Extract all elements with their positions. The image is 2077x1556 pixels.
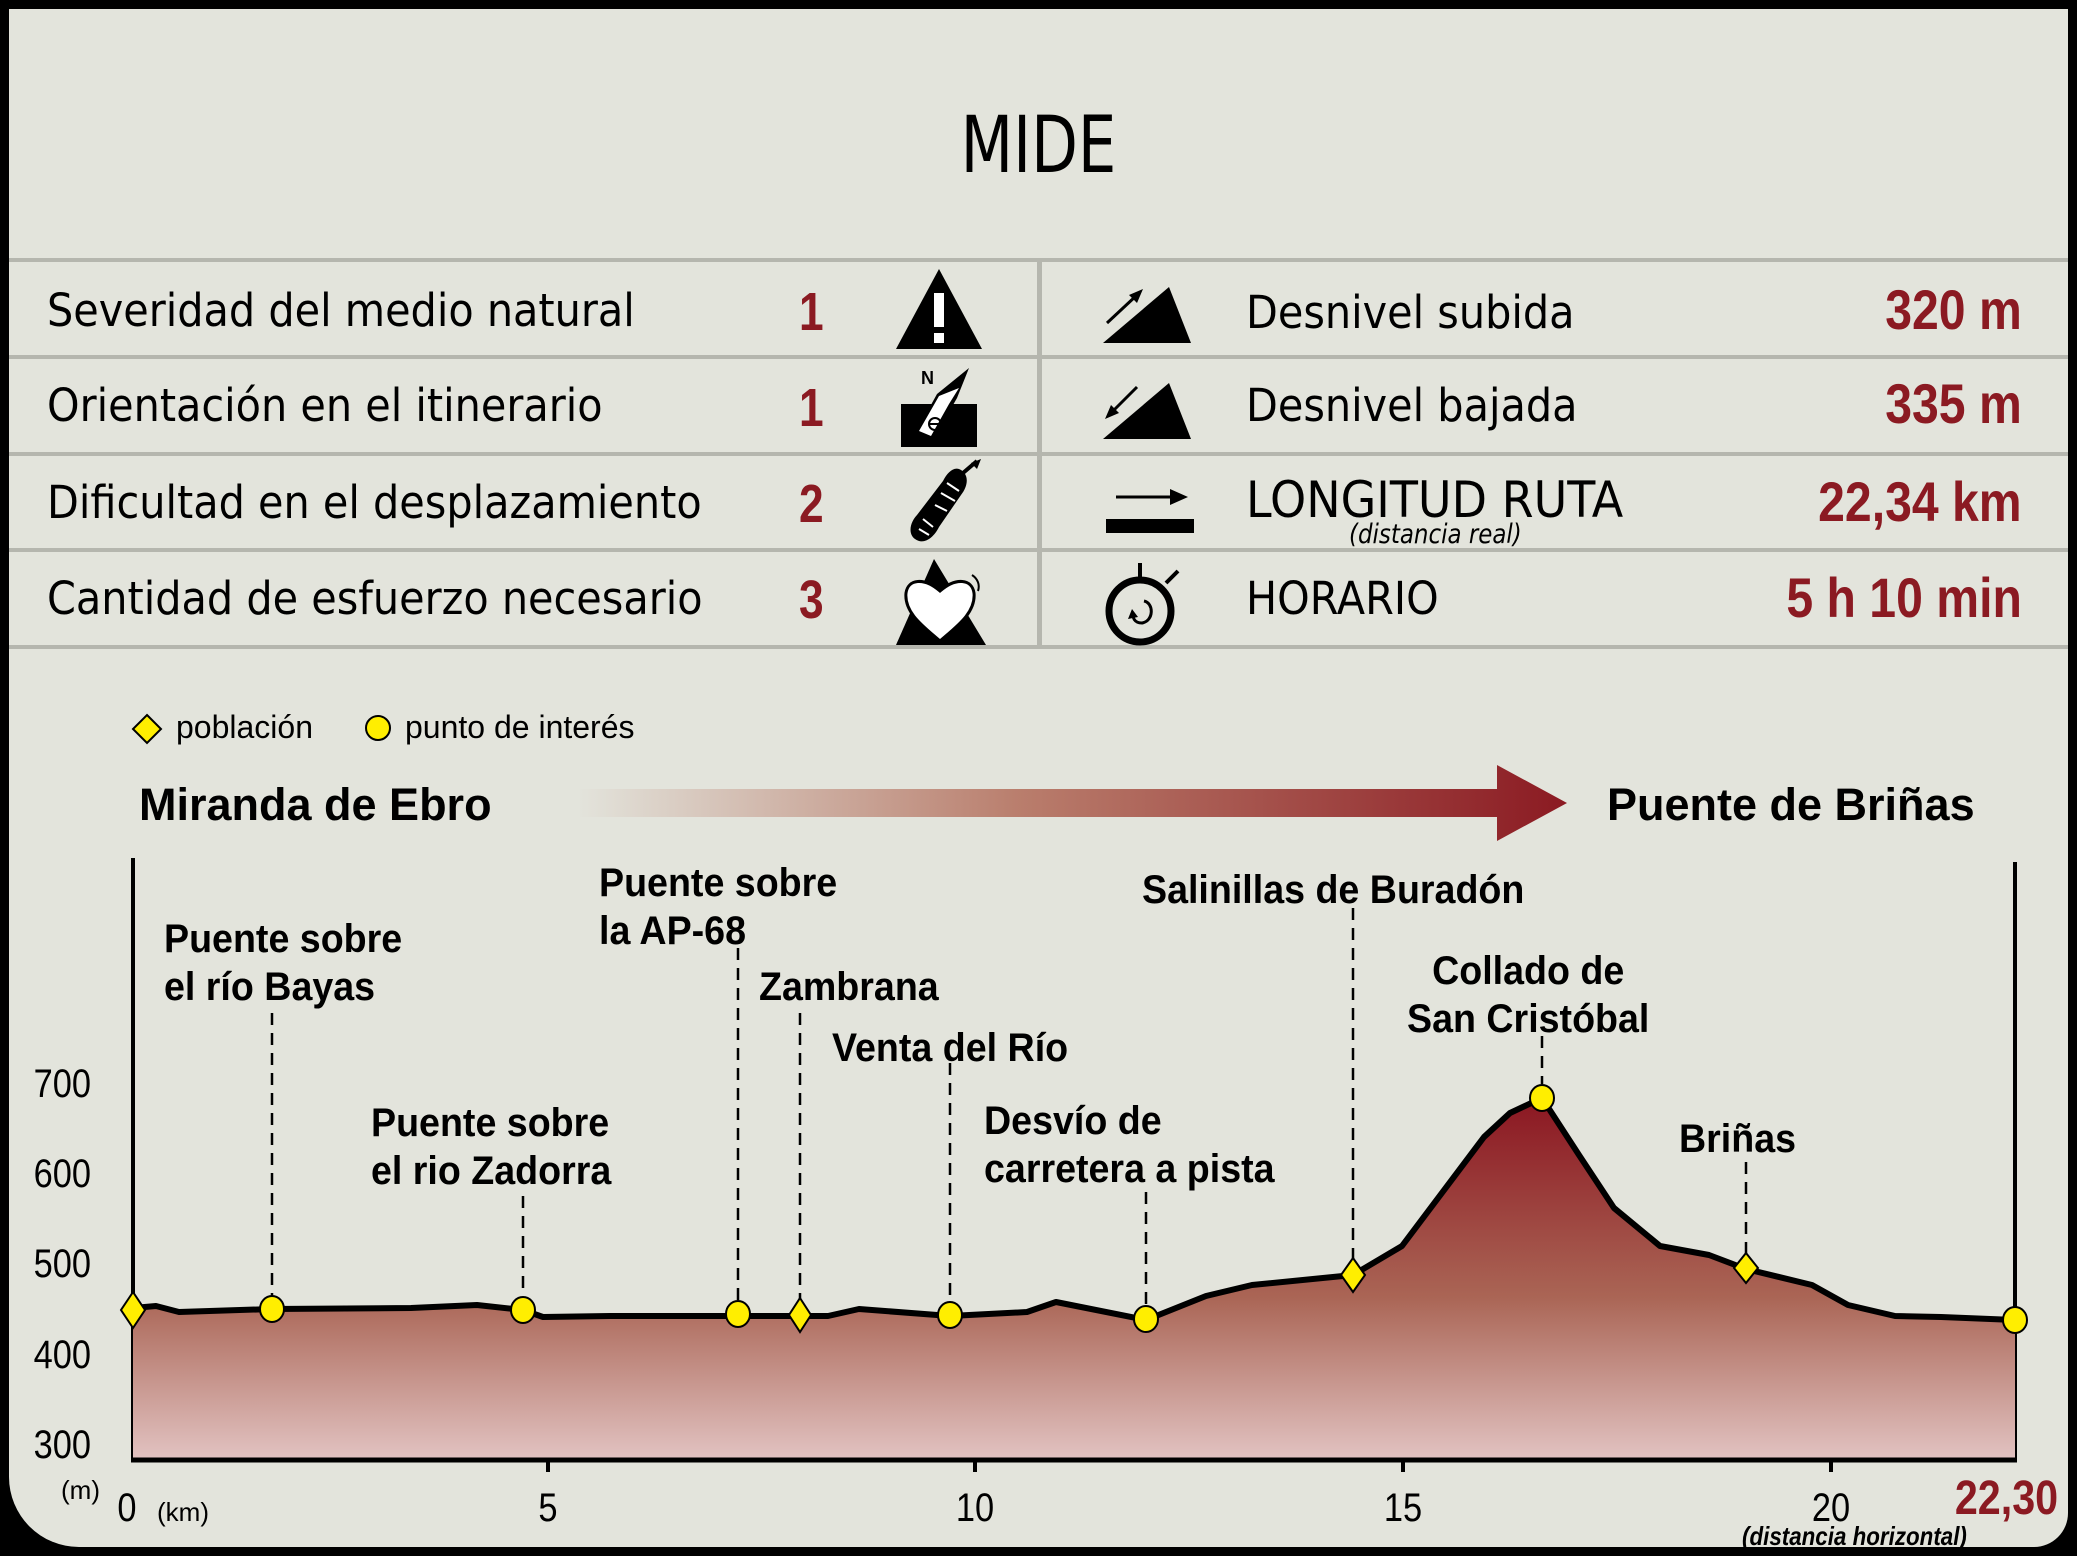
total-distance: 22,30	[1954, 1472, 2058, 1525]
legend-poi-label: punto de interés	[405, 709, 635, 745]
leader-lines	[270, 908, 1748, 1306]
waypoint-label-zadorra: Puente sobre el rio Zadorra	[371, 1101, 612, 1193]
page-title: MIDE	[960, 101, 1117, 191]
stat-label: LONGITUD RUTA	[1246, 471, 1624, 529]
marker-venta	[937, 1301, 963, 1329]
row-label: Dificultad en el desplazamiento	[47, 476, 702, 529]
y-tick-600: 600	[33, 1152, 91, 1196]
warning-mountain-icon	[896, 269, 982, 349]
y-tick-400: 400	[33, 1333, 91, 1377]
marker-zambrana	[787, 1296, 813, 1334]
stat-label: Desnivel subida	[1246, 286, 1575, 339]
footprint-icon	[910, 459, 981, 542]
row-value: 2	[799, 474, 824, 534]
y-tick-500: 500	[33, 1242, 91, 1286]
stat-value: 22,34 km	[1818, 470, 2022, 533]
waypoint-label-ap68: Puente sobre la AP-68	[599, 861, 838, 953]
stat-value: 5 h 10 min	[1786, 566, 2022, 629]
route-end: Puente de Briñas	[1607, 779, 1975, 830]
stat-label: HORARIO	[1246, 572, 1439, 625]
elevation-area	[133, 1098, 2015, 1460]
row-value: 1	[799, 378, 824, 438]
x-unit-label: (km)	[157, 1497, 209, 1527]
elevation-profile-chart	[119, 858, 2028, 1472]
x-tick-10: 10	[955, 1486, 995, 1530]
stopwatch-icon	[1105, 563, 1180, 646]
y-tick-700: 700	[33, 1062, 91, 1106]
y-unit-label: (m)	[61, 1475, 100, 1505]
elevation-line	[132, 1095, 2016, 1323]
waypoint-label-desvio: Desvío de carretera a pista	[984, 1099, 1275, 1191]
marker-bayas	[259, 1295, 285, 1323]
descent-icon	[1103, 383, 1191, 439]
marker-puente-brinas	[2002, 1306, 2028, 1334]
stat-label: Desnivel bajada	[1246, 379, 1578, 432]
marker-collado	[1529, 1084, 1555, 1112]
stat-sublabel: (distancia real)	[1349, 519, 1522, 550]
marker-brinas	[1732, 1251, 1760, 1285]
x-tick-20: 20	[1811, 1486, 1851, 1530]
waypoint-label-collado: Collado de San Cristóbal	[1407, 949, 1650, 1041]
svg-text:N: N	[921, 368, 934, 388]
y-tick-300: 300	[33, 1423, 91, 1467]
marker-miranda	[119, 1290, 147, 1330]
waypoint-label-bayas: Puente sobre el río Bayas	[164, 917, 403, 1009]
x-tick-15: 15	[1383, 1486, 1423, 1530]
heart-mountain-icon	[896, 559, 986, 645]
x-tick-5: 5	[538, 1486, 558, 1530]
marker-desvio	[1133, 1305, 1159, 1333]
route-start: Miranda de Ebro	[139, 779, 492, 830]
poi-circle-icon	[365, 715, 391, 741]
row-label: Orientación en el itinerario	[47, 379, 603, 432]
row-label: Severidad del medio natural	[47, 284, 635, 337]
compass-orientation-icon: N	[901, 368, 977, 447]
row-value: 1	[799, 282, 824, 342]
marker-zadorra	[510, 1296, 536, 1324]
waypoint-label-brinas: Briñas	[1679, 1117, 1797, 1161]
waypoint-label-zambrana: Zambrana	[759, 965, 939, 1009]
x-tick-0: 0	[117, 1486, 137, 1530]
marker-salinillas	[1339, 1256, 1367, 1294]
waypoint-label-salinillas: Salinillas de Buradón	[1142, 868, 1525, 912]
stat-value: 335 m	[1885, 372, 2022, 435]
legend-town-label: población	[176, 709, 313, 745]
column-divider	[1037, 258, 1042, 648]
distance-arrow-icon	[1106, 489, 1194, 533]
direction-arrow-icon	[577, 765, 1567, 841]
marker-ap68	[725, 1300, 751, 1328]
town-diamond-icon	[131, 713, 163, 745]
ascent-icon	[1103, 287, 1191, 343]
row-value: 3	[799, 570, 824, 630]
horizontal-distance-note: (distancia horizontal)	[1742, 1521, 1967, 1547]
stat-value: 320 m	[1885, 278, 2022, 341]
waypoint-label-venta: Venta del Río	[832, 1026, 1069, 1070]
row-label: Cantidad de esfuerzo necesario	[47, 572, 703, 625]
mide-card: MIDE Severidad del medio natural 1 Orien…	[9, 9, 2068, 1547]
